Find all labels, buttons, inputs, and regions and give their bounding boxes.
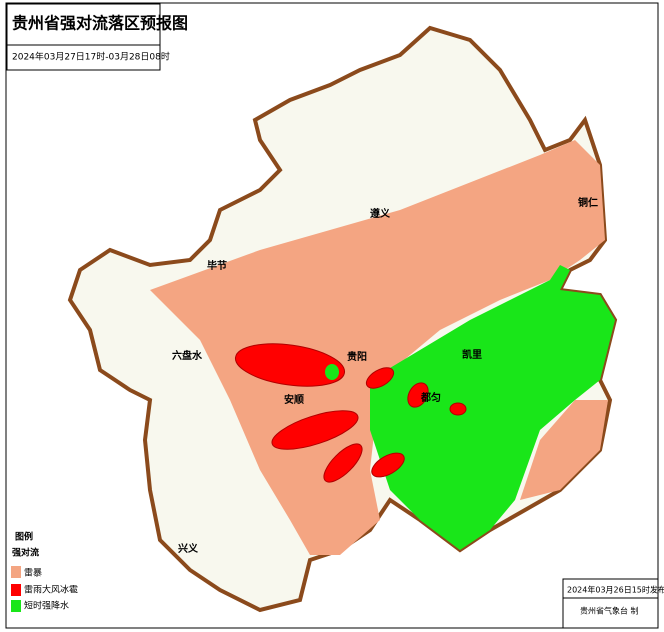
hail-area xyxy=(271,410,359,450)
legend: 图例 强对流 雷暴 雷雨大风冰雹 短时强降水 xyxy=(11,531,78,612)
city-label: 遵义 xyxy=(370,207,391,220)
agency: 贵州省气象台 制 xyxy=(580,606,639,616)
title-box xyxy=(6,3,161,71)
issue-box xyxy=(562,578,659,629)
title: 贵州省强对流落区预报图 xyxy=(12,14,188,33)
hail-area xyxy=(449,402,467,416)
legend-label: 雷雨大风冰雹 xyxy=(24,584,78,596)
legend-label: 短时强降水 xyxy=(24,600,69,612)
hail-area xyxy=(234,343,346,387)
city-label: 安顺 xyxy=(284,393,304,406)
thunderstorm-area xyxy=(150,140,605,555)
legend-label: 雷暴 xyxy=(24,568,42,579)
city-labels: 遵义 铜仁 毕节 六盘水 安顺 贵阳 凯里 都匀 兴义 xyxy=(172,196,598,555)
city-label: 六盘水 xyxy=(172,349,203,362)
legend-subtitle: 强对流 xyxy=(12,547,39,559)
thunderstorm-area xyxy=(520,400,608,500)
time-range: 2024年03月27日17时-03月28日08时 xyxy=(12,51,170,63)
heavy-rain-area xyxy=(370,265,615,550)
city-label: 都匀 xyxy=(420,391,441,404)
hail-areas xyxy=(234,343,467,483)
legend-swatch xyxy=(11,600,21,612)
heavy-rain-spot xyxy=(325,364,339,380)
hail-area xyxy=(323,443,363,483)
city-label: 铜仁 xyxy=(578,196,598,209)
city-label: 兴义 xyxy=(178,542,199,555)
hail-area xyxy=(365,367,395,389)
issued-time: 2024年03月26日15时发布 xyxy=(567,585,664,595)
legend-swatch xyxy=(11,584,21,596)
city-label: 贵阳 xyxy=(347,350,367,363)
hail-area xyxy=(371,452,405,478)
city-label: 凯里 xyxy=(462,348,482,361)
legend-title: 图例 xyxy=(15,531,33,543)
legend-swatch xyxy=(11,566,21,578)
hail-area xyxy=(407,382,429,408)
city-label: 毕节 xyxy=(207,259,227,272)
